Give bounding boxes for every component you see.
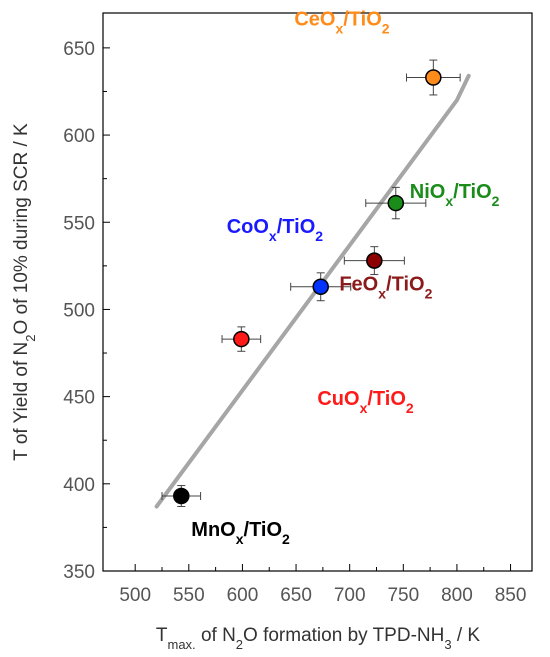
trend-line bbox=[154, 73, 471, 509]
data-points bbox=[161, 59, 461, 507]
point-label: FeOx/TiO2 bbox=[339, 274, 432, 302]
marker bbox=[387, 194, 405, 212]
point-label: CoOx/TiO2 bbox=[227, 216, 324, 244]
x-tick-label: 800 bbox=[441, 585, 473, 606]
x-tick-label: 700 bbox=[334, 585, 366, 606]
y-tick-label: 450 bbox=[63, 388, 95, 409]
data-point bbox=[161, 485, 202, 507]
marker bbox=[366, 252, 383, 269]
point-label: MnOx/TiO2 bbox=[191, 519, 290, 547]
data-point bbox=[343, 246, 405, 276]
point-label: CeOx/TiO2 bbox=[294, 9, 389, 37]
x-tick-label: 650 bbox=[280, 585, 312, 606]
y-tick-label: 500 bbox=[63, 300, 95, 321]
y-tick-label: 600 bbox=[63, 126, 95, 147]
point-label: CuOx/TiO2 bbox=[317, 388, 414, 416]
x-tick-label: 750 bbox=[387, 585, 419, 606]
y-axis-title: T of Yield of N2O of 10% during SCR / K bbox=[11, 123, 38, 461]
data-point bbox=[406, 59, 461, 96]
y-tick-label: 350 bbox=[63, 562, 95, 583]
trend-line-group bbox=[154, 73, 471, 509]
data-point bbox=[221, 326, 262, 352]
point-labels: MnOx/TiO2 CuOx/TiO2 CoOx/TiO2 FeOx/TiO2 NiOx… bbox=[191, 9, 500, 547]
x-tick-label: 850 bbox=[495, 585, 527, 606]
data-point bbox=[365, 186, 427, 220]
y-tick-label: 550 bbox=[63, 213, 95, 234]
x-axis-title: Tmax. of N2O formation by TPD-NH3 / K bbox=[156, 625, 481, 652]
point-label: NiOx/TiO2 bbox=[410, 181, 500, 209]
marker bbox=[233, 330, 250, 348]
x-tick-label: 500 bbox=[119, 585, 151, 606]
y-tick-label: 650 bbox=[63, 39, 95, 60]
marker bbox=[312, 278, 329, 296]
marker bbox=[425, 69, 442, 86]
x-tick-label: 600 bbox=[227, 585, 259, 606]
x-tick-label: 550 bbox=[173, 585, 205, 606]
plot-frame bbox=[102, 12, 533, 572]
y-tick-label: 400 bbox=[63, 475, 95, 496]
ticks: 500 550 600 650 700 750 800 850 350 400 450 500 550 6… bbox=[63, 39, 526, 606]
data-point bbox=[290, 272, 352, 302]
marker bbox=[173, 487, 190, 505]
